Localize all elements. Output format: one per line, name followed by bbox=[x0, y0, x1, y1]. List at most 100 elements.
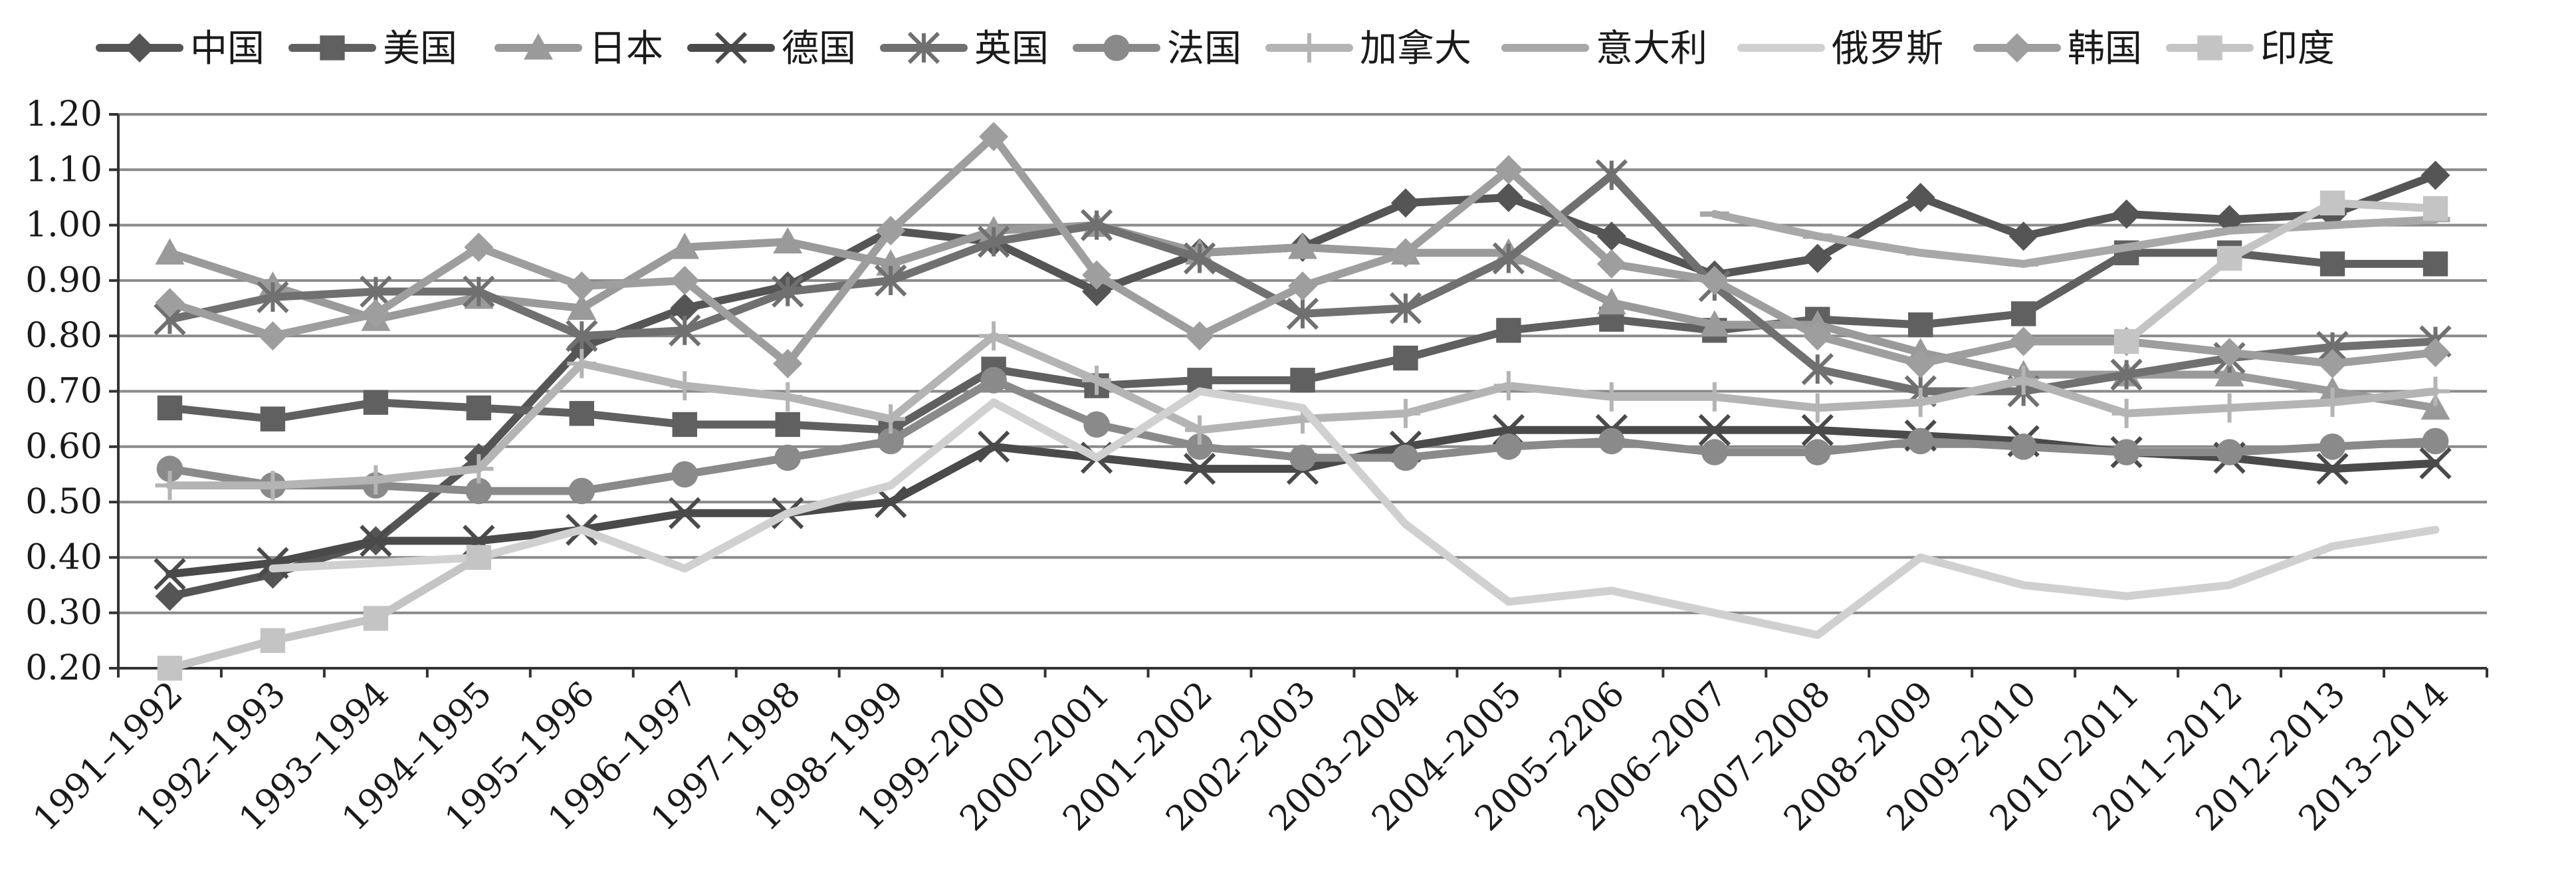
data-point bbox=[1802, 393, 1832, 423]
legend-marker bbox=[320, 35, 345, 61]
data-point bbox=[1596, 382, 1626, 412]
data-point bbox=[1801, 414, 1834, 446]
data-point bbox=[155, 288, 185, 318]
legend-label: 俄罗斯 bbox=[1832, 27, 1943, 70]
series-line bbox=[268, 387, 2440, 640]
data-point bbox=[1596, 249, 1626, 279]
data-point bbox=[669, 497, 701, 529]
data-point bbox=[1495, 434, 1522, 460]
data-point bbox=[1905, 388, 1935, 418]
data-point bbox=[567, 271, 597, 301]
legend-marker bbox=[2002, 33, 2032, 62]
data-point bbox=[257, 547, 289, 579]
data-point bbox=[1492, 242, 1525, 275]
legend-item: 美国 bbox=[288, 27, 457, 70]
data-point bbox=[1801, 353, 1834, 386]
series-8 bbox=[1699, 209, 2450, 268]
data-point bbox=[1701, 439, 1728, 465]
data-point bbox=[1493, 371, 1523, 401]
data-point bbox=[2113, 439, 2140, 465]
data-point bbox=[670, 232, 700, 259]
data-point bbox=[1804, 439, 1831, 465]
data-point bbox=[670, 371, 700, 401]
data-point bbox=[2008, 365, 2038, 395]
data-point bbox=[773, 227, 803, 254]
data-point bbox=[363, 606, 389, 631]
data-point bbox=[1596, 221, 1626, 251]
data-point bbox=[875, 485, 907, 519]
data-point bbox=[466, 545, 492, 570]
legend-marker bbox=[1103, 35, 1130, 61]
data-point bbox=[670, 293, 700, 323]
y-tick-labels: 0.20 0.30 0.40 0.50 0.60 0.70 0.80 0.90 1.00 1.10… bbox=[25, 94, 102, 688]
series-line bbox=[2122, 199, 2440, 346]
data-point bbox=[2008, 221, 2038, 251]
legend-item: 加拿大 bbox=[1265, 27, 1471, 70]
data-point bbox=[157, 656, 183, 681]
data-point bbox=[1082, 277, 1112, 307]
data-point bbox=[1596, 288, 1626, 314]
legend-label: 美国 bbox=[383, 27, 457, 70]
data-point bbox=[1699, 382, 1729, 412]
data-point bbox=[2317, 348, 2347, 378]
data-point bbox=[2316, 452, 2349, 485]
data-point bbox=[1496, 318, 1521, 343]
data-point bbox=[463, 275, 495, 308]
data-point bbox=[1390, 238, 1420, 268]
data-point bbox=[1082, 260, 1112, 290]
data-point bbox=[257, 281, 289, 314]
series-6 bbox=[156, 367, 2449, 505]
data-point bbox=[258, 471, 288, 501]
y-tick-label: 1.10 bbox=[25, 150, 102, 189]
data-point bbox=[568, 477, 595, 505]
legend-label: 中国 bbox=[190, 27, 265, 70]
data-point bbox=[1288, 232, 1317, 259]
data-point bbox=[876, 404, 906, 434]
data-point bbox=[1493, 155, 1523, 185]
data-point bbox=[670, 265, 700, 295]
data-point bbox=[1698, 414, 1731, 446]
data-point bbox=[1185, 415, 1215, 445]
data-point bbox=[2422, 251, 2448, 277]
data-point bbox=[2420, 160, 2450, 190]
data-point bbox=[2214, 338, 2244, 368]
data-point bbox=[2319, 434, 2346, 460]
data-point bbox=[465, 477, 492, 505]
series-7 bbox=[155, 321, 2450, 501]
y-tick-label: 0.60 bbox=[25, 427, 102, 467]
data-point bbox=[1595, 159, 1628, 191]
legend-item: 俄罗斯 bbox=[1737, 27, 1943, 70]
data-point bbox=[1390, 188, 1420, 218]
data-point bbox=[775, 412, 800, 437]
legend-item: 日本 bbox=[494, 27, 663, 70]
data-point bbox=[2422, 195, 2448, 221]
x-tick-labels: 1991–19921992–19931993–19941994–19951995… bbox=[26, 674, 2456, 839]
legend-item: 法国 bbox=[1073, 27, 1241, 70]
data-point bbox=[2216, 245, 2242, 271]
data-point bbox=[258, 321, 288, 351]
data-point bbox=[1905, 348, 1935, 378]
data-point bbox=[876, 215, 906, 245]
y-tick-label: 1.00 bbox=[25, 205, 102, 245]
data-point bbox=[2319, 190, 2345, 215]
data-point bbox=[2214, 360, 2244, 387]
series-line bbox=[1710, 209, 2440, 268]
data-point bbox=[1493, 182, 1523, 212]
data-point bbox=[1183, 452, 1216, 485]
legend-label: 日本 bbox=[589, 27, 663, 70]
data-point bbox=[155, 581, 185, 611]
y-tick-label: 0.70 bbox=[25, 372, 102, 412]
legend-label: 韩国 bbox=[2068, 27, 2142, 70]
data-point bbox=[1286, 297, 1319, 330]
legend-item: 印度 bbox=[2166, 27, 2335, 70]
data-point bbox=[1392, 444, 1419, 471]
data-point bbox=[2010, 301, 2036, 326]
data-point bbox=[2317, 388, 2347, 418]
data-point bbox=[1186, 434, 1213, 460]
data-point bbox=[1908, 312, 1933, 338]
data-point bbox=[2010, 434, 2037, 460]
data-point bbox=[566, 320, 598, 352]
data-point bbox=[979, 122, 1009, 152]
